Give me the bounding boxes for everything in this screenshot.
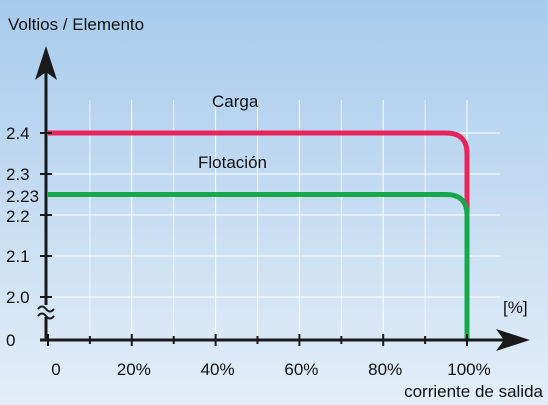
x-axis-unit: [%] — [503, 298, 528, 317]
x-tick-label: 20% — [117, 360, 151, 379]
x-tick-label: 100% — [447, 360, 490, 379]
x-axis-arrow-icon — [496, 329, 530, 351]
y-tick-label: 2.23 — [6, 187, 39, 206]
y-tick-label: 2.4 — [6, 124, 30, 143]
y-ticks: 0 2.0 2.1 2.22.23 2.3 2.4 — [6, 124, 52, 350]
y-tick-label: 2.2 — [6, 207, 30, 226]
y-tick-label: 2.0 — [6, 288, 30, 307]
x-axis-label: corriente de salida — [404, 382, 543, 401]
y-axis-label: Voltios / Elemento — [8, 15, 144, 34]
series-label: Carga — [212, 92, 259, 111]
series-labels: Carga Flotación — [198, 92, 267, 172]
y-axis-arrow-icon — [35, 46, 57, 80]
series-label: Flotación — [198, 153, 267, 172]
series-lines — [48, 130, 470, 340]
x-tick-label: 0 — [51, 360, 60, 379]
x-tick-label: 40% — [201, 360, 235, 379]
series-line-flotaci-n — [48, 192, 470, 340]
x-ticks: 0 20% 40% 60% 80% 100% — [47, 334, 491, 379]
x-tick-label: 60% — [284, 360, 318, 379]
y-tick-label: 2.1 — [6, 247, 30, 266]
axes — [35, 46, 530, 351]
axis-break-icon — [37, 305, 55, 320]
y-tick-label: 2.3 — [6, 165, 30, 184]
x-tick-label: 80% — [368, 360, 402, 379]
series-line-carga — [48, 130, 470, 340]
y-tick-label: 0 — [6, 331, 15, 350]
